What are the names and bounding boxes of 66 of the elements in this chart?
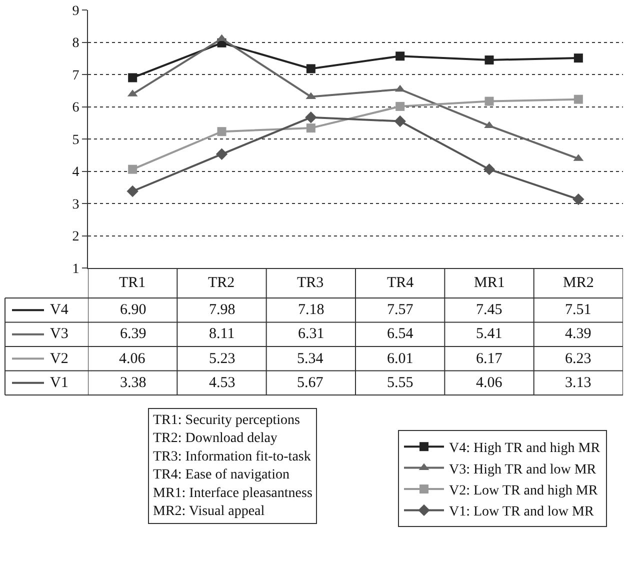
data-label: 7.98 [209, 302, 236, 318]
y-tick-label: 1 [72, 262, 80, 277]
x-tick-label: MR2 [563, 275, 594, 291]
y-tick-label: 7 [72, 68, 80, 84]
y-tick-label: 5 [72, 132, 80, 148]
data-label: 5.41 [476, 326, 502, 342]
y-tick-label: 4 [72, 165, 80, 180]
point [306, 124, 316, 133]
data-label: 3.13 [565, 375, 592, 391]
x-tick-label: TR4 [387, 275, 414, 291]
data-label: 4.53 [209, 375, 236, 391]
text: TR1: Security perceptions TR2: Download delay TR3: Information fit-to-task TR4: Ease of navigation MR1: Interface pleasantness MR2: Visual appeal [153, 413, 312, 519]
x-tick-label: TR1 [119, 275, 146, 291]
data-label: 5.34 [297, 351, 324, 367]
data-label: 6.54 [387, 326, 414, 342]
point [216, 148, 228, 160]
point [574, 54, 583, 63]
legend-label: V1: Low TR and low MR [449, 504, 594, 520]
point [572, 193, 584, 206]
y-tick-label: 9 [72, 4, 80, 19]
data-label: 4.06 [119, 351, 146, 367]
point [305, 112, 317, 124]
point [394, 115, 406, 128]
point [574, 94, 583, 104]
point [484, 121, 494, 128]
point [128, 164, 138, 174]
data-label: 5.55 [387, 375, 414, 391]
data-label: 5.23 [209, 351, 236, 367]
point [126, 185, 138, 198]
x-tick-label: MR1 [474, 275, 505, 291]
data-label: 4.39 [565, 326, 592, 342]
data-label: 7.57 [387, 302, 414, 318]
y-tick-label: 3 [72, 197, 80, 212]
data-label: 6.01 [387, 351, 414, 367]
data-label: 3.38 [120, 375, 146, 391]
data-label: 7.45 [476, 302, 502, 318]
point [483, 163, 496, 176]
y-tick-label: 8 [72, 36, 80, 52]
data-label: 6.90 [120, 302, 146, 318]
legend-label: V4: High TR and high MR [449, 441, 601, 456]
data-label: 4.06 [476, 375, 503, 391]
data-label: 7.51 [565, 302, 592, 318]
point [217, 127, 226, 136]
data-label: 5.67 [297, 375, 324, 391]
legend-label: V2: Low TR and high MR [449, 483, 598, 498]
data-label: 7.18 [298, 302, 324, 318]
point [306, 64, 316, 74]
x-tick-label: TR2 [208, 275, 235, 291]
data-label: 6.23 [565, 351, 592, 367]
point [484, 55, 494, 64]
x-tick-label: TR3 [297, 275, 324, 291]
legend-label: V3: High TR and low MR [449, 462, 597, 478]
text: V3 [50, 326, 68, 342]
point [484, 96, 494, 106]
data-label: 8.11 [209, 326, 235, 342]
data-label: 6.31 [298, 326, 324, 342]
y-tick-label: 2 [72, 230, 80, 245]
point [396, 52, 405, 61]
point [128, 73, 138, 82]
data-label: 6.39 [120, 326, 146, 342]
text: V2 [50, 351, 68, 367]
point [396, 102, 405, 111]
y-tick-label: 6 [72, 100, 80, 116]
data-label: 6.17 [476, 351, 503, 367]
text: V4 [50, 302, 69, 318]
text: V1 [50, 375, 68, 391]
